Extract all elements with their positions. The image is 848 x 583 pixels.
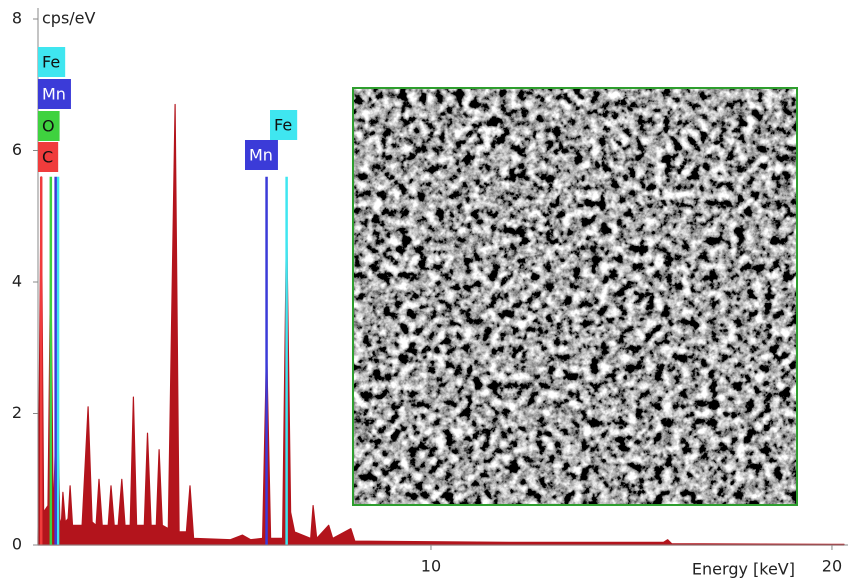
element-label: Mn <box>249 146 273 165</box>
element-label-box <box>38 79 71 109</box>
y-tick-label: 4 <box>12 272 22 291</box>
element-label: C <box>42 148 53 167</box>
element-label-box <box>38 142 59 172</box>
sem-image <box>353 88 797 505</box>
x-axis-label: Energy [keV] <box>692 560 795 579</box>
y-axis-label: cps/eV <box>42 9 96 28</box>
element-label-box <box>245 140 278 170</box>
y-tick-label: 6 <box>12 140 22 159</box>
element-label: O <box>42 117 55 136</box>
element-label-box <box>38 111 60 141</box>
y-tick-label: 0 <box>12 535 22 554</box>
x-tick-label: 20 <box>822 557 842 576</box>
element-label-box <box>270 110 298 140</box>
x-tick-label: 10 <box>421 557 441 576</box>
element-label: Mn <box>42 85 66 104</box>
element-label: Fe <box>274 116 292 135</box>
plot <box>37 103 845 546</box>
y-tick-label: 8 <box>12 9 22 28</box>
spectrum-area <box>37 103 845 546</box>
element-label-box <box>38 47 66 77</box>
y-tick-label: 2 <box>12 403 22 422</box>
sem-image-frame <box>352 87 798 506</box>
element-label: Fe <box>42 53 60 72</box>
